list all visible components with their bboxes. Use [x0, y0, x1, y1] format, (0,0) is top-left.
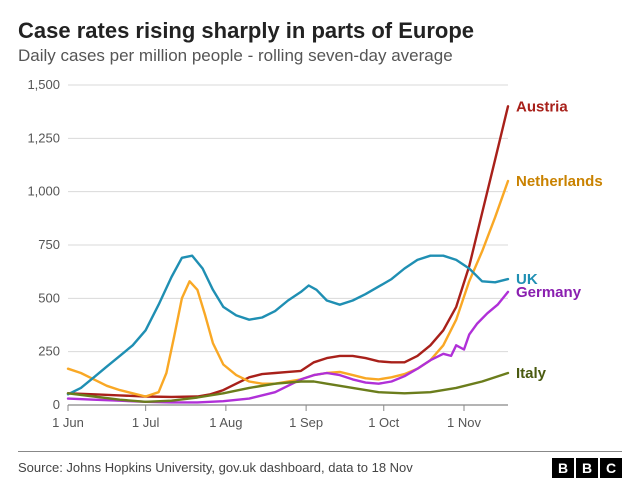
x-tick-label: 1 Jul — [132, 415, 160, 430]
y-tick-label: 250 — [38, 343, 60, 358]
y-tick-label: 0 — [53, 397, 60, 412]
x-tick-label: 1 Jun — [52, 415, 84, 430]
chart-title: Case rates rising sharply in parts of Eu… — [18, 18, 622, 44]
y-tick-label: 750 — [38, 237, 60, 252]
bbc-logo-b1: B — [552, 458, 574, 478]
y-tick-label: 1,500 — [27, 77, 60, 92]
x-tick-label: 1 Nov — [447, 415, 481, 430]
series-label-austria: Austria — [516, 98, 568, 115]
bbc-logo-b2: B — [576, 458, 598, 478]
y-tick-label: 1,250 — [27, 130, 60, 145]
chart-subtitle: Daily cases per million people - rolling… — [18, 46, 622, 66]
x-tick-label: 1 Oct — [368, 415, 399, 430]
series-uk — [68, 255, 508, 394]
x-tick-label: 1 Aug — [209, 415, 242, 430]
series-netherlands — [68, 181, 508, 397]
y-tick-label: 1,000 — [27, 183, 60, 198]
series-label-germany: Germany — [516, 284, 582, 301]
line-chart: 0 250 500 750 1,000 1,250 1,500 1 Jun 1 Jul 1 Aug… — [18, 75, 622, 445]
bbc-logo-c: C — [600, 458, 622, 478]
x-tick-label: 1 Sep — [289, 415, 323, 430]
source-text: Source: Johns Hopkins University, gov.uk… — [18, 460, 413, 475]
chart-area: 0 250 500 750 1,000 1,250 1,500 1 Jun 1 Jul 1 Aug… — [18, 75, 622, 445]
y-tick-label: 500 — [38, 290, 60, 305]
series-label-italy: Italy — [516, 365, 547, 382]
series-label-netherlands: Netherlands — [516, 173, 603, 190]
series-italy — [68, 373, 508, 402]
bbc-logo: B B C — [552, 458, 622, 478]
